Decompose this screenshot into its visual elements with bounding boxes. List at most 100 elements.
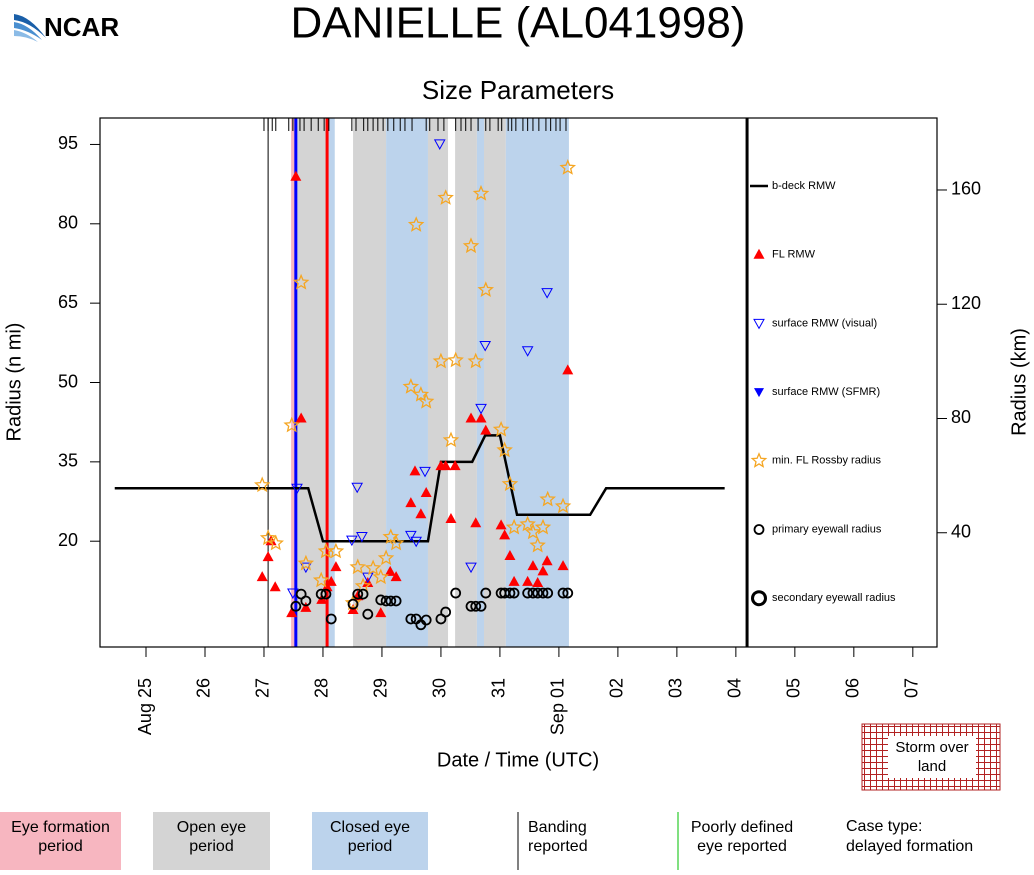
rossby-marker: [467, 352, 485, 369]
rossby-marker: [442, 431, 460, 448]
eyewall-marker: [753, 524, 765, 535]
fl-rmw-marker: [405, 497, 417, 508]
fl-rmw-marker: [508, 575, 520, 586]
rossby-marker: [382, 528, 400, 544]
period-legend-label: Closed eye: [330, 819, 410, 836]
rossby-marker: [377, 549, 395, 566]
period-band: [386, 118, 428, 647]
banding-legend-label: Banding: [528, 819, 587, 836]
y-axis-label: Radius (n mi): [3, 323, 25, 442]
eyewall-marker: [440, 606, 452, 618]
fl-rmw-marker: [532, 576, 544, 587]
y-tick-label: 20: [58, 530, 78, 550]
period-legend-swatch: [0, 812, 121, 870]
x-tick-label: Aug 25: [135, 678, 155, 735]
rossby-marker: [283, 416, 301, 433]
fl-rmw-marker: [465, 412, 477, 423]
land-label: Storm over: [895, 739, 968, 756]
surface-rmw-marker: [356, 531, 368, 543]
land-label-box: [888, 736, 976, 778]
eyewall-marker: [300, 595, 312, 607]
eyewall-marker: [522, 587, 534, 599]
x-tick-label: 04: [725, 678, 745, 698]
fl-rmw-marker: [409, 465, 421, 476]
fl-rmw-marker: [495, 519, 507, 530]
eyewall-marker: [390, 595, 402, 607]
fl-rmw-marker: [440, 460, 452, 471]
y-tick-label: 95: [58, 133, 78, 153]
period-band: [505, 118, 569, 647]
fl-rmw-marker: [470, 517, 482, 528]
period-band: [476, 118, 484, 647]
x-tick-label: 03: [666, 678, 686, 698]
rossby-marker: [750, 452, 768, 468]
rossby-marker: [372, 568, 389, 585]
surface-rmw-marker: [475, 403, 487, 415]
rossby-marker: [519, 515, 536, 532]
period-band: [455, 118, 477, 647]
legend-label: min. FL Rossby radius: [772, 455, 882, 467]
eyewall-marker: [470, 600, 482, 612]
fl-rmw-marker: [420, 487, 432, 498]
x-tick-label: 26: [194, 678, 214, 698]
secondary-eyewall-marker: [751, 590, 767, 607]
period-legend-swatch: [312, 812, 428, 870]
period-band: [353, 118, 387, 647]
rossby-marker: [472, 184, 490, 201]
eyewall-marker: [465, 600, 477, 612]
period-legend-swatch: [153, 812, 270, 870]
x-tick-label: 27: [253, 678, 273, 698]
legend-label: primary eyewall radius: [772, 523, 882, 535]
rossby-marker: [554, 497, 572, 514]
rossby-marker: [524, 523, 542, 540]
fl-rmw-marker: [325, 575, 337, 586]
legend-label: b-deck RMW: [772, 180, 836, 192]
eyewall-marker: [362, 608, 374, 620]
eyewall-marker: [385, 595, 397, 607]
surface-rmw-marker: [541, 288, 553, 299]
case-type: Case type:: [846, 818, 922, 835]
rossby-marker: [559, 158, 577, 175]
surface-rmw-marker: [433, 139, 446, 150]
x-tick-label: 06: [843, 678, 863, 698]
fl-rmw-marker: [300, 601, 312, 612]
period-band: [327, 118, 335, 647]
eyewall-marker: [290, 600, 302, 612]
surface-rmw-marker: [419, 466, 431, 478]
fl-rmw-marker: [321, 581, 333, 592]
fl-rmw-marker: [384, 565, 396, 576]
x-tick-label: 07: [902, 678, 922, 698]
rossby-marker: [432, 352, 450, 369]
period-legend-label: Eye formation: [11, 819, 110, 836]
fl-rmw-marker: [562, 364, 574, 375]
land-legend: Storm over land: [861, 723, 1001, 791]
rossby-marker: [462, 237, 480, 254]
eyewall-marker: [475, 600, 487, 612]
eyewall-marker: [562, 587, 574, 599]
x-axis-label: Date / Time (UTC): [437, 749, 599, 771]
rossby-marker: [477, 281, 494, 297]
surface-rmw-marker: [521, 346, 534, 357]
surface-rmw-marker: [410, 536, 423, 548]
surface-rmw-marker: [405, 530, 417, 542]
poorly_defined-legend-label: Poorly defined: [691, 819, 793, 836]
fl-rmw-marker: [541, 555, 553, 566]
period-legend-label: period: [38, 838, 82, 855]
fl-rmw-marker: [449, 460, 461, 471]
x-tick-label: Sep 01: [548, 678, 568, 735]
rossby-marker: [417, 392, 435, 409]
legend-label: surface RMW (SFMR): [772, 386, 880, 398]
rossby-marker: [387, 534, 405, 551]
period-legend-label: Open eye: [177, 819, 246, 836]
fl-rmw-marker: [295, 412, 307, 423]
banding-legend-label: reported: [528, 838, 588, 855]
rossby-marker: [412, 386, 430, 402]
eyewall-marker: [375, 594, 387, 606]
x-tick-label: 05: [784, 678, 804, 698]
x-tick-label: 02: [607, 678, 627, 698]
eyewall-marker: [557, 587, 569, 599]
chart-title: DANIELLE (AL041998): [291, 0, 746, 48]
rossby-marker: [437, 189, 454, 205]
surface-rmw-marker: [351, 482, 364, 494]
